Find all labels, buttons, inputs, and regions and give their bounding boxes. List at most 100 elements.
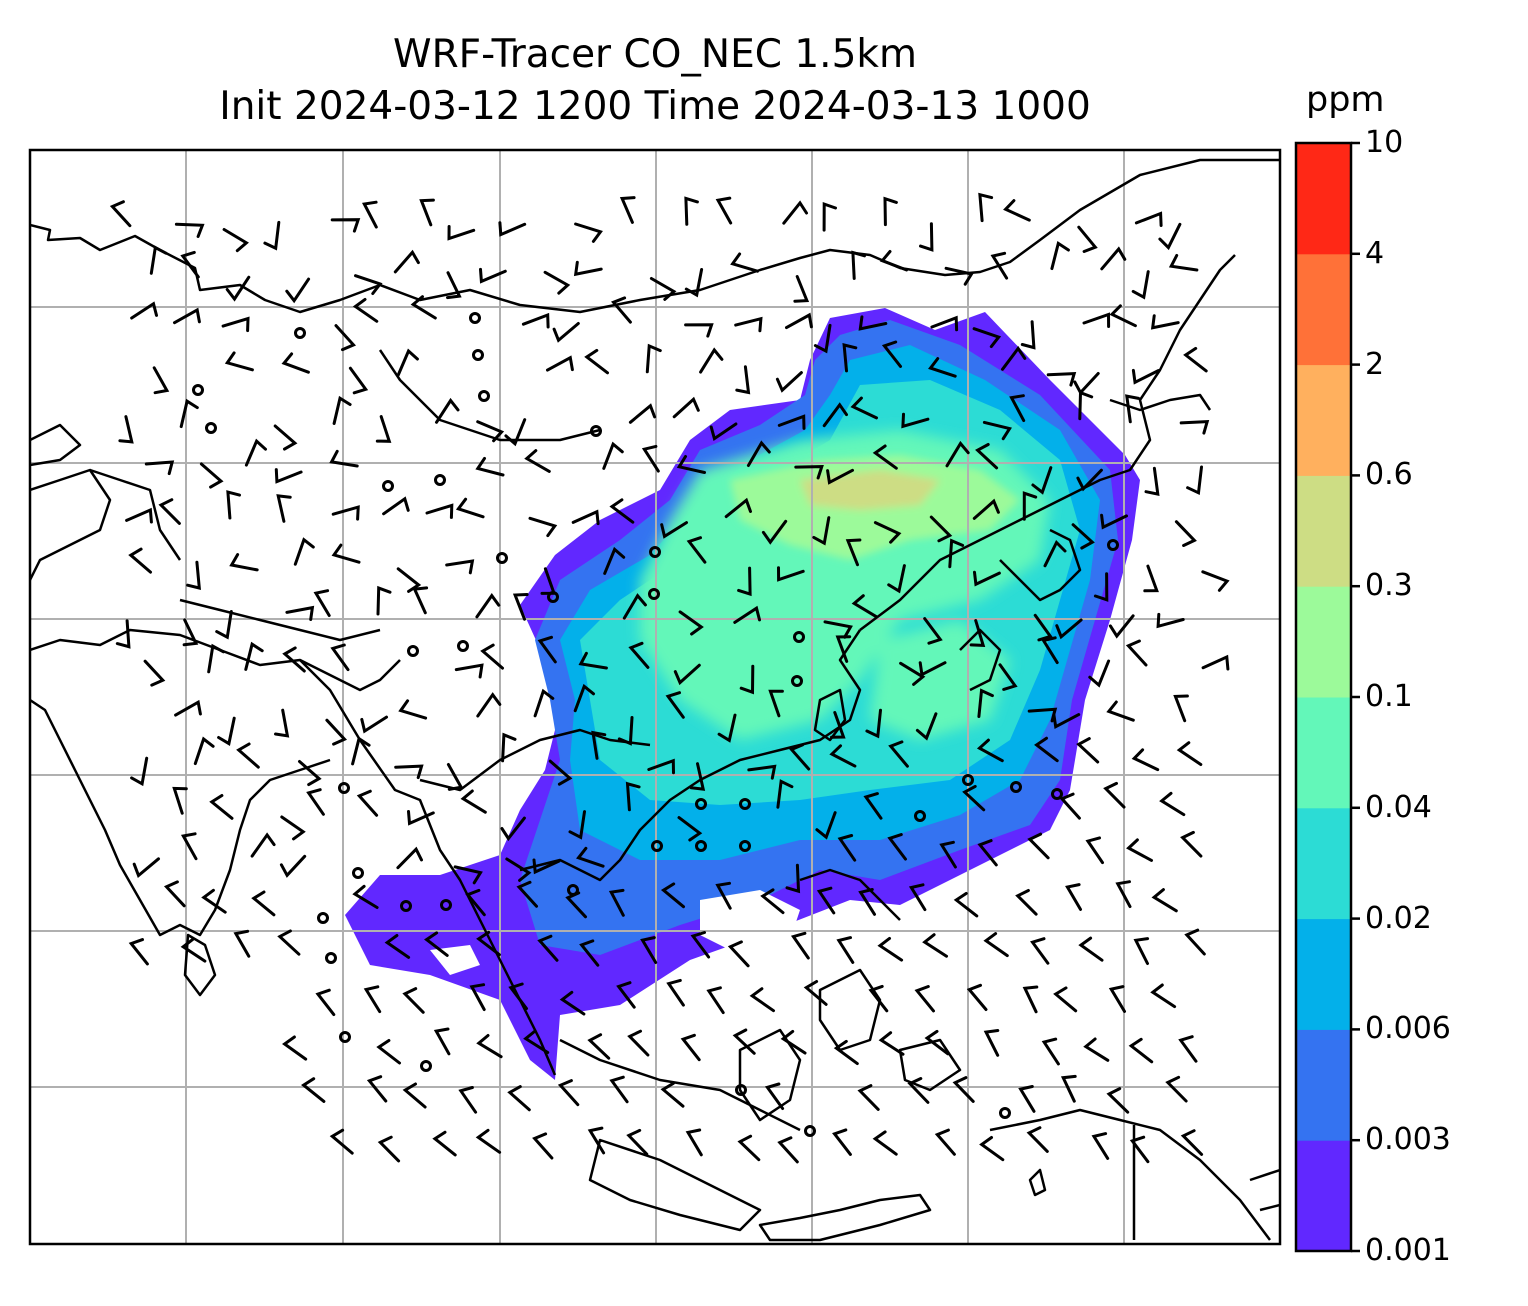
wind-barb xyxy=(501,732,517,763)
wind-barb xyxy=(475,1128,502,1154)
wind-barb xyxy=(1174,520,1197,547)
wind-barb xyxy=(878,1031,905,1056)
colorbar-tick-label: 0.001 xyxy=(1365,1233,1451,1268)
wind-barb xyxy=(546,355,574,372)
wind-barb xyxy=(1078,390,1094,421)
wind-barb xyxy=(143,659,166,687)
wind-barb xyxy=(360,715,388,734)
wind-barb xyxy=(690,931,711,959)
wind-barb xyxy=(677,816,703,842)
wind-barb xyxy=(1156,612,1185,629)
wind-barb xyxy=(348,366,369,395)
wind-barb xyxy=(625,781,641,812)
wind-barb xyxy=(1022,985,1039,1014)
calm-wind-circle xyxy=(739,840,751,852)
wind-barb xyxy=(944,266,974,286)
calm-wind-circle xyxy=(1010,781,1022,793)
wind-barb xyxy=(732,1028,756,1055)
wind-barb xyxy=(640,936,658,964)
wind-barb xyxy=(306,788,325,816)
wind-barb xyxy=(512,593,529,621)
wind-barb xyxy=(584,348,609,375)
wind-barb xyxy=(1150,983,1177,1009)
wind-barb xyxy=(1133,937,1150,965)
wind-barb xyxy=(1131,270,1150,300)
wind-barb xyxy=(1126,838,1153,862)
wind-barb xyxy=(1201,654,1230,671)
wind-barb xyxy=(130,756,149,787)
plot-title-line2: Init 2024-03-12 1200 Time 2024-03-13 100… xyxy=(219,84,1091,129)
wind-barb xyxy=(816,886,836,915)
wind-barb xyxy=(922,933,948,958)
wind-barb xyxy=(733,605,761,624)
wind-barb xyxy=(352,884,379,909)
wind-barb xyxy=(780,1029,807,1055)
wind-barb xyxy=(274,468,303,484)
wind-barb xyxy=(923,617,943,645)
wind-barb xyxy=(447,225,476,241)
calm-wind-circle xyxy=(317,912,329,924)
wind-barb xyxy=(948,538,965,569)
wind-barb xyxy=(972,327,1002,349)
wind-barb xyxy=(149,245,168,275)
colorbar-segment xyxy=(1296,1140,1351,1252)
wind-barb xyxy=(1022,491,1038,521)
wind-barb xyxy=(977,688,994,718)
calm-wind-circle xyxy=(649,546,661,558)
wind-barb xyxy=(507,1085,531,1112)
wind-barb xyxy=(453,865,483,885)
wind-barb xyxy=(329,1128,354,1155)
wind-barb xyxy=(435,397,460,424)
calm-wind-circle xyxy=(400,900,412,912)
wind-barb xyxy=(973,570,1001,587)
wind-barb xyxy=(425,503,454,519)
calm-wind-circle xyxy=(407,645,419,657)
wind-barb xyxy=(730,252,759,273)
tracer-field xyxy=(345,308,1140,1080)
wind-barb xyxy=(776,779,794,809)
wind-barb xyxy=(1003,199,1031,222)
calm-wind-circle xyxy=(339,1031,351,1043)
wind-barb xyxy=(537,635,557,664)
wind-barb xyxy=(475,593,501,619)
wind-barb xyxy=(877,936,904,962)
wind-barb xyxy=(375,415,392,443)
wind-barb xyxy=(315,988,336,1017)
wind-barb xyxy=(830,711,846,739)
wind-barb xyxy=(899,661,926,686)
wind-barb xyxy=(1165,1075,1188,1103)
wind-barb xyxy=(532,858,561,875)
wind-barb xyxy=(930,315,959,332)
calm-wind-circle xyxy=(325,952,337,964)
colorbar-tick-label: 4 xyxy=(1365,235,1385,271)
colorbar-tick-label: 2 xyxy=(1365,346,1385,382)
wind-barb xyxy=(1103,781,1126,809)
wind-barb xyxy=(207,643,225,674)
wind-barb xyxy=(331,543,361,564)
wind-barb xyxy=(469,983,486,1011)
wind-barb xyxy=(777,566,805,582)
wind-barb xyxy=(835,635,852,663)
wind-barb xyxy=(794,465,824,480)
wind-barb xyxy=(649,277,677,301)
calm-wind-circle xyxy=(478,390,490,402)
wind-barb xyxy=(673,663,701,686)
wind-barb xyxy=(822,402,848,428)
wind-barb xyxy=(334,324,357,352)
colorbar-segment xyxy=(1296,253,1351,366)
wind-barb xyxy=(790,931,810,960)
calm-wind-circle xyxy=(695,798,707,810)
wind-barb xyxy=(1059,792,1081,820)
wind-barb xyxy=(1091,1132,1110,1160)
wind-barb xyxy=(118,415,134,444)
wind-barb xyxy=(201,888,227,914)
wind-barb xyxy=(363,985,382,1014)
wind-barb xyxy=(983,1029,1000,1057)
colorbar-segment xyxy=(1296,143,1351,255)
wind-barb xyxy=(330,218,361,233)
wind-barb xyxy=(764,1082,785,1110)
wind-barb xyxy=(362,200,378,229)
wind-barb xyxy=(641,444,660,473)
wind-barb xyxy=(962,784,986,812)
colorbar-segment xyxy=(1296,364,1351,476)
